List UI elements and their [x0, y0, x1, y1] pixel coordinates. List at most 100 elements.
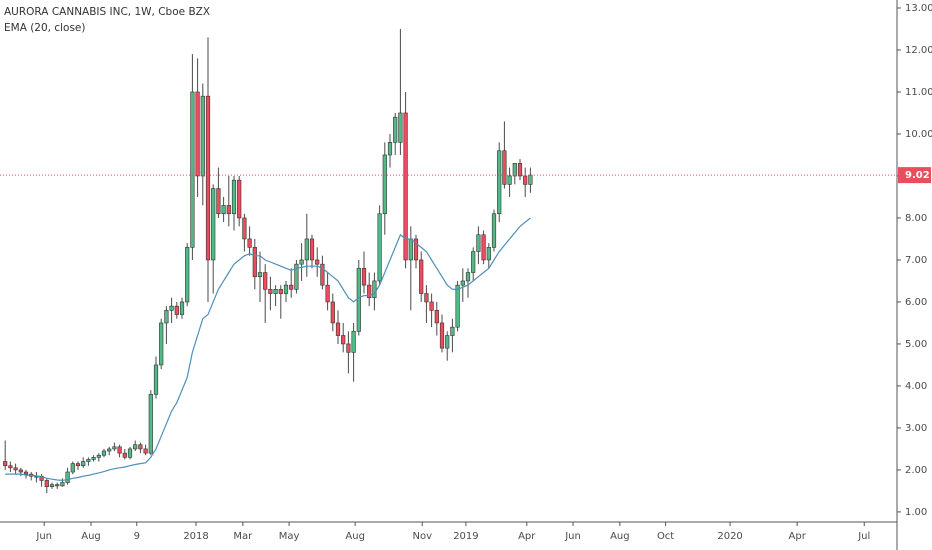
- candle-body: [101, 450, 107, 456]
- candle-body: [122, 452, 127, 458]
- candle-body: [75, 463, 81, 467]
- candle-body: [455, 284, 460, 328]
- candle-body: [55, 484, 60, 487]
- candle-body: [200, 95, 205, 177]
- candle-body: [367, 284, 372, 299]
- candle-body: [211, 188, 216, 261]
- y-tick-label: 2.00: [905, 465, 927, 476]
- candle-body: [304, 238, 309, 261]
- y-tick-label: 12.00: [905, 45, 932, 56]
- candle-body: [382, 154, 387, 215]
- candle-body: [387, 142, 393, 156]
- candle-body: [403, 112, 408, 261]
- candle-body: [60, 482, 65, 487]
- candle-body: [18, 469, 23, 473]
- candle-body: [341, 335, 346, 345]
- candle-body: [471, 251, 476, 273]
- x-tick-label: 2019: [453, 531, 478, 542]
- candle-body: [221, 205, 226, 215]
- x-tick-label: Jun: [35, 531, 52, 542]
- last-price-label: 9.02: [905, 170, 930, 181]
- candle-body: [351, 331, 356, 353]
- candle-body: [377, 213, 382, 282]
- candle-body: [86, 459, 91, 462]
- x-tick-label: 9: [134, 531, 140, 542]
- x-tick-label: 2018: [183, 531, 208, 542]
- y-tick-label: 3.00: [905, 423, 927, 434]
- candle-body: [413, 238, 419, 261]
- candle-body: [127, 448, 133, 458]
- candle-body: [335, 322, 341, 336]
- x-tick-label: Oct: [657, 531, 674, 542]
- candle-body: [439, 322, 445, 349]
- candle-body: [91, 457, 96, 460]
- candle-body: [460, 280, 465, 286]
- last-price-box: [898, 167, 931, 184]
- candle-body: [497, 150, 502, 215]
- candle-body: [3, 461, 8, 467]
- candle-body: [23, 471, 29, 475]
- x-tick-label: Jun: [564, 531, 581, 542]
- x-tick-label: Apr: [789, 531, 807, 542]
- candle-body: [81, 461, 86, 467]
- candle-body: [107, 448, 112, 452]
- candle-body: [231, 179, 237, 215]
- candle-body: [185, 247, 190, 303]
- candle-body: [517, 163, 523, 177]
- candle-body: [252, 247, 257, 278]
- candle-body: [299, 259, 304, 265]
- candle-body: [96, 454, 101, 458]
- candle-body: [356, 268, 361, 332]
- candle-body: [346, 343, 351, 353]
- y-tick-label: 11.00: [905, 87, 932, 98]
- x-tick-label: Mar: [233, 531, 253, 542]
- candle-body: [278, 289, 283, 294]
- candle-body: [289, 284, 294, 290]
- y-tick-label: 10.00: [905, 129, 932, 140]
- candle-body: [143, 448, 148, 454]
- x-tick-label: May: [279, 531, 300, 542]
- candle-body: [112, 446, 117, 450]
- candle-body: [450, 326, 455, 336]
- candle-body: [512, 163, 517, 177]
- candle-body: [465, 272, 471, 282]
- x-tick-label: Aug: [610, 531, 630, 542]
- y-tick-label: 8.00: [905, 213, 927, 224]
- candle-body: [481, 234, 486, 261]
- candle-body: [330, 301, 335, 324]
- x-tick-label: 2020: [717, 531, 742, 542]
- candle-body: [429, 301, 434, 311]
- x-tick-label: Apr: [518, 531, 536, 542]
- candle-body: [320, 263, 325, 286]
- candle-body: [268, 289, 273, 294]
- candle-body: [393, 116, 398, 143]
- candle-body: [205, 95, 211, 261]
- candle-body: [216, 188, 221, 215]
- x-tick-label: Nov: [412, 531, 432, 542]
- candle-body: [398, 112, 403, 143]
- candle-body: [195, 91, 200, 177]
- candle-body: [408, 238, 413, 261]
- candle-body: [523, 175, 528, 185]
- chart-title: AURORA CANNABIS INC, 1W, Cboe BZX: [4, 6, 210, 18]
- candle-body: [13, 467, 18, 471]
- candle-body: [190, 91, 195, 248]
- candle-body: [325, 284, 330, 303]
- candle-body: [247, 238, 252, 248]
- candle-body: [153, 364, 159, 395]
- candle-body: [65, 471, 70, 483]
- candle-body: [315, 259, 320, 265]
- candle-body: [361, 268, 367, 286]
- candle-body: [159, 322, 164, 366]
- candle-body: [174, 305, 179, 315]
- candle-body: [169, 305, 174, 311]
- candle-body: [486, 247, 491, 261]
- candle-body: [419, 259, 424, 294]
- y-tick-label: 13.00: [905, 3, 932, 14]
- candle-body: [294, 263, 299, 290]
- ema-line: [5, 217, 531, 482]
- candle-body: [424, 293, 429, 303]
- x-tick-label: Jul: [857, 531, 870, 542]
